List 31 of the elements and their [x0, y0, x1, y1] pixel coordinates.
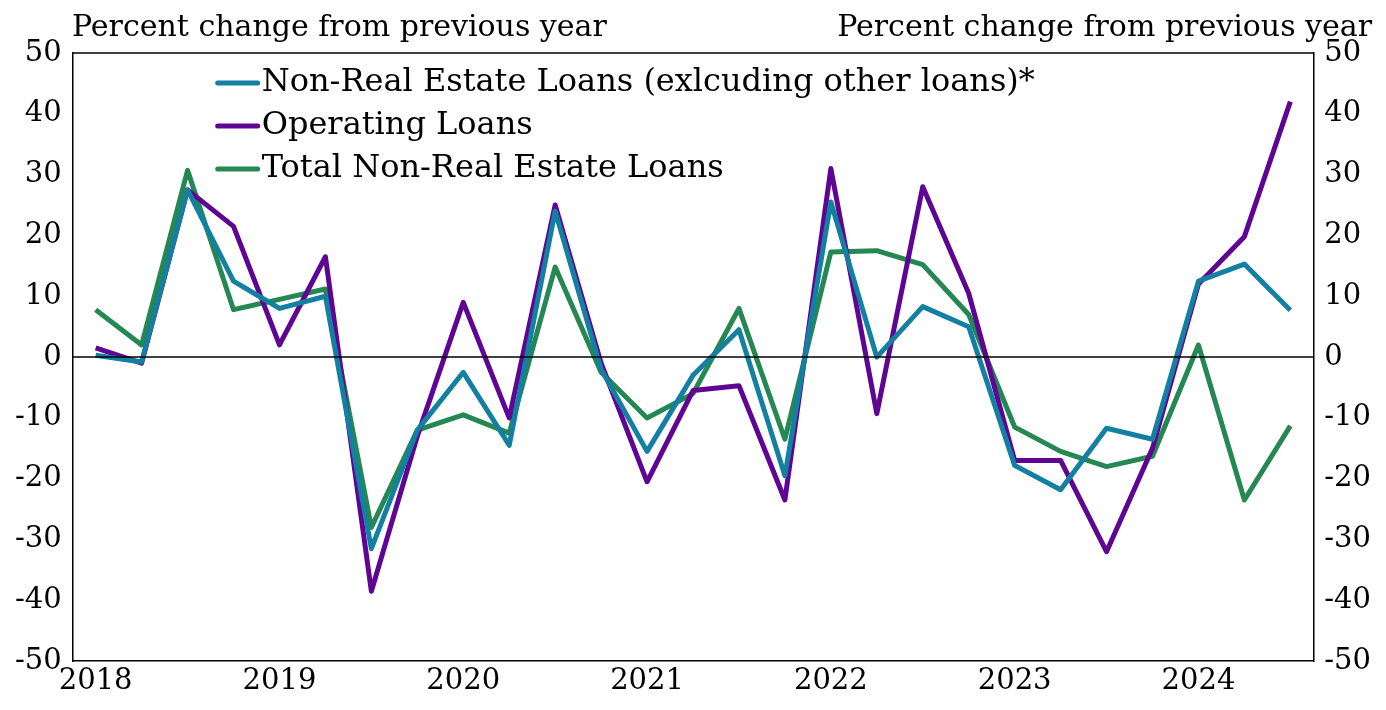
- x-tick-label: 2024: [1161, 662, 1236, 697]
- y-tick-label: -50: [15, 641, 62, 676]
- x-tick-label: 2021: [610, 662, 684, 697]
- y2-tick-label: -30: [1324, 520, 1371, 555]
- x-tick-label: 2020: [426, 662, 501, 697]
- y2-tick-label: -10: [1324, 398, 1371, 433]
- y2-tick-label: 40: [1324, 94, 1362, 129]
- y-tick-label: 20: [24, 215, 62, 250]
- y-tick-label: -40: [15, 580, 62, 615]
- y-tick-label: -30: [15, 520, 62, 555]
- y-tick-label: 10: [24, 276, 62, 311]
- legend-label: Total Non-Real Estate Loans: [261, 147, 724, 186]
- y2-tick-label: -40: [1324, 580, 1371, 615]
- y-tick-label: 50: [24, 33, 62, 68]
- y2-tick-label: 20: [1324, 215, 1362, 250]
- y2-tick-label: -20: [1324, 459, 1371, 494]
- legend-label: Non-Real Estate Loans (exlcuding other loans)*: [261, 61, 1035, 100]
- y2-tick-label: 0: [1324, 337, 1343, 372]
- y2-tick-label: -50: [1324, 641, 1371, 676]
- x-tick-label: 2023: [977, 662, 1052, 697]
- y-tick-label: 40: [24, 94, 62, 129]
- y-tick-label: -10: [15, 398, 62, 433]
- y-tick-label: -20: [15, 459, 62, 494]
- x-tick-label: 2019: [242, 662, 317, 697]
- x-tick-label: 2022: [793, 662, 868, 697]
- y2-tick-label: 30: [1324, 155, 1362, 190]
- y-tick-label: 30: [24, 155, 62, 190]
- y2-tick-label: 10: [1324, 276, 1362, 311]
- y-tick-label: 0: [43, 337, 62, 372]
- legend-label: Operating Loans: [261, 104, 533, 143]
- y-axis-title: Percent change from previous year: [72, 7, 608, 43]
